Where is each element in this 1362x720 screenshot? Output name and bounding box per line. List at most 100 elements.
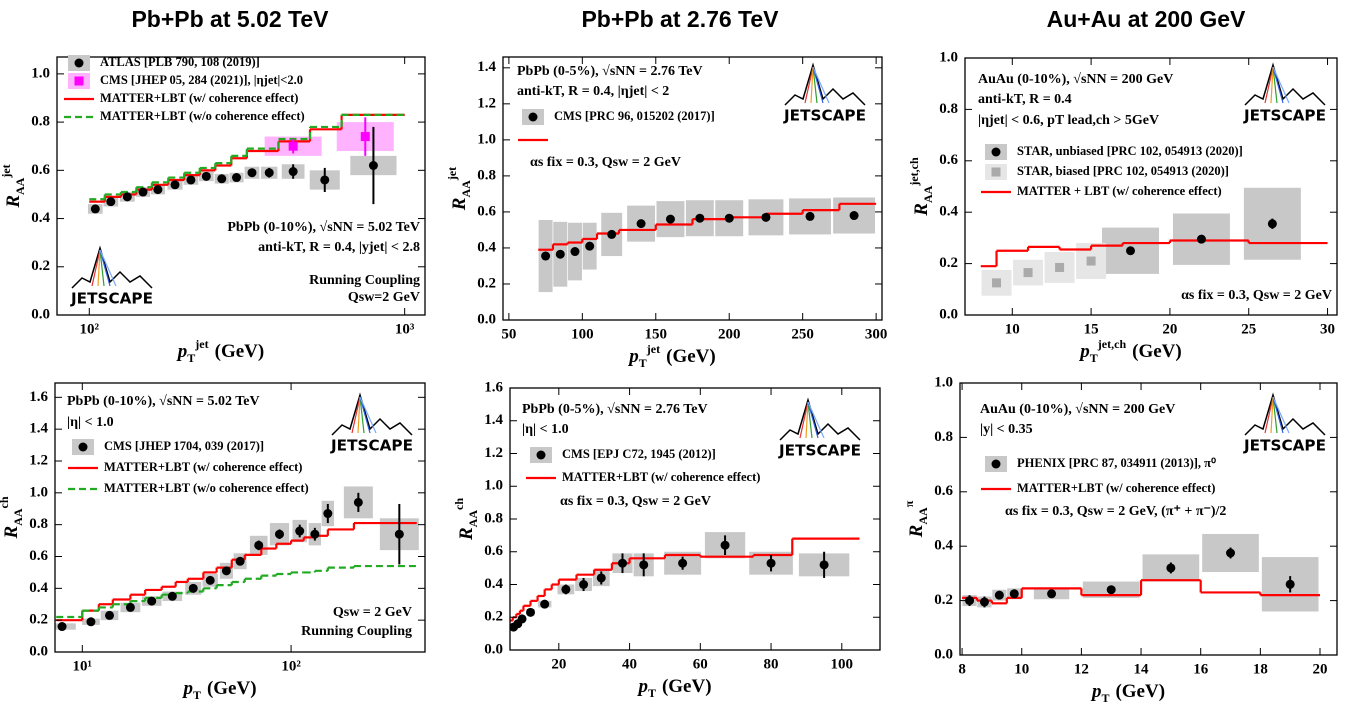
annotation: Qsw = 2 GeV — [333, 605, 412, 620]
data-point — [188, 583, 198, 593]
data-point — [394, 529, 404, 539]
logo-ray — [99, 249, 117, 287]
x-tick-label: 10³ — [395, 321, 415, 337]
data-point — [561, 584, 571, 594]
logo-mountain — [784, 62, 866, 106]
logo-ray — [810, 66, 814, 104]
label-unit: (GeV) — [666, 346, 716, 367]
annotation: anti-kT, R = 0.4, |ηjet| < 2 — [517, 84, 669, 99]
y-axis-label: RAAπ — [902, 500, 930, 538]
data-point — [264, 168, 274, 178]
annotation: Running Coupling — [301, 624, 412, 639]
legend-label: PHENIX [PRC 87, 034911 (2013)], π⁰ — [1017, 456, 1217, 470]
legend-label: CMS [JHEP 05, 284 (2021)], |ηjet|<2.0 — [100, 73, 303, 87]
logo-ray — [1272, 66, 1284, 104]
y-tick-label: 0.0 — [477, 311, 496, 327]
y-tick-label: 1.6 — [484, 379, 503, 395]
data-point — [1196, 234, 1206, 244]
data-point — [849, 211, 859, 221]
logo-ray — [812, 66, 818, 104]
data-point — [323, 509, 333, 519]
label-main: p — [636, 676, 648, 697]
panel: 0.0 0.2 0.4 0.6 0.8 1.0 10 15 20 25 30 STAR, unbias… — [907, 49, 1338, 365]
data-point — [819, 560, 829, 570]
logo-ray — [807, 401, 813, 439]
plot-frame — [959, 382, 1338, 656]
x-tick-label: 200 — [718, 326, 741, 342]
plot-area — [510, 532, 860, 632]
legend-label: MATTER+LBT (w/o coherence effect) — [100, 109, 305, 123]
y-axis-label: RAAch — [0, 496, 25, 539]
x-tick-label: 10 — [1005, 321, 1020, 337]
x-axis-label: pT (GeV) — [181, 678, 256, 701]
annotation: anti-kT, R = 0.4, |yjet| < 2.8 — [258, 240, 420, 255]
y-axis-label: RAAjet — [0, 164, 27, 208]
panel: 0.0 0.2 0.4 0.6 0.8 1.0 1.2 1.4 1.6 20 40 60 80 100 CM… — [452, 379, 881, 700]
data-point — [1267, 219, 1277, 229]
label-sub: T — [187, 351, 195, 365]
logo-ray — [799, 401, 809, 439]
y-tick-label: 0.0 — [31, 306, 50, 322]
label-main: p — [181, 678, 193, 699]
plot-area — [55, 486, 419, 632]
y-tick-label: 0.6 — [477, 203, 496, 219]
data-point — [138, 187, 148, 197]
annotation: αs fix = 0.3, Qsw = 2 GeV, (π⁺ + π⁻)/2 — [1005, 504, 1226, 519]
label-sup: π — [902, 500, 916, 507]
data-point — [579, 580, 589, 589]
logo-ray — [1264, 396, 1274, 434]
data-point — [665, 214, 675, 224]
logo-ray — [99, 249, 111, 287]
label-sup: jet — [445, 167, 459, 181]
data-point — [295, 526, 305, 536]
label-main: R — [1, 526, 22, 540]
data-point — [105, 610, 115, 620]
annotation: anti-kT, R = 0.4 — [978, 92, 1072, 107]
data-point — [636, 219, 646, 229]
label-sup: ch — [452, 498, 466, 510]
data-point — [1126, 246, 1136, 256]
x-tick-label: 100 — [831, 656, 854, 672]
label-sup: ch — [0, 496, 11, 508]
x-axis-label: pT (GeV) — [636, 676, 711, 699]
label-main: p — [1090, 681, 1102, 702]
x-tick-label: 14 — [1134, 661, 1150, 677]
x-tick-label: 8 — [958, 661, 966, 677]
logo-ray — [805, 401, 809, 439]
y-tick-label: 0.8 — [934, 429, 953, 445]
legend-label: CMS [PRC 96, 015202 (2017)] — [554, 109, 715, 123]
logo-ray — [359, 396, 377, 434]
data-point — [235, 556, 245, 566]
label-main: p — [627, 346, 639, 367]
y-tick-label: 0.6 — [31, 162, 50, 178]
logo-ray — [812, 66, 824, 104]
label-sup: jet,ch — [1097, 337, 1127, 351]
y-tick-label: 1.0 — [477, 131, 496, 147]
label-main: R — [449, 197, 470, 211]
annotation: |ηjet| < 0.6, pT lead,ch > 5GeV — [978, 113, 1159, 128]
y-tick-label: 0.2 — [934, 592, 953, 608]
logo-text: JETSCAPE — [1243, 437, 1326, 455]
y-tick-label: 0.4 — [477, 239, 496, 255]
legend-marker — [528, 112, 538, 122]
logo-ray — [351, 396, 361, 434]
data-point — [368, 161, 378, 171]
data-point — [353, 497, 363, 507]
y-tick-label: 0.6 — [934, 483, 953, 499]
label-sup: jet — [0, 164, 13, 178]
x-tick-label: 250 — [791, 326, 814, 342]
logo-ray — [1272, 396, 1284, 434]
plot-frame — [509, 387, 881, 651]
data-point — [310, 529, 320, 539]
annotation: AuAu (0-10%), √sNN = 200 GeV — [980, 402, 1175, 417]
y-tick-label: 0.2 — [31, 258, 50, 274]
logo-ray — [97, 249, 101, 287]
y-axis-label: RAAjet — [445, 167, 473, 211]
annotation: |η| < 1.0 — [67, 415, 114, 430]
logo-text: JETSCAPE — [1243, 107, 1326, 125]
x-tick-label: 18 — [1253, 661, 1268, 677]
x-axis-label: pT (GeV) — [1090, 681, 1165, 704]
label-sub: T — [193, 688, 201, 702]
data-point — [153, 185, 163, 195]
